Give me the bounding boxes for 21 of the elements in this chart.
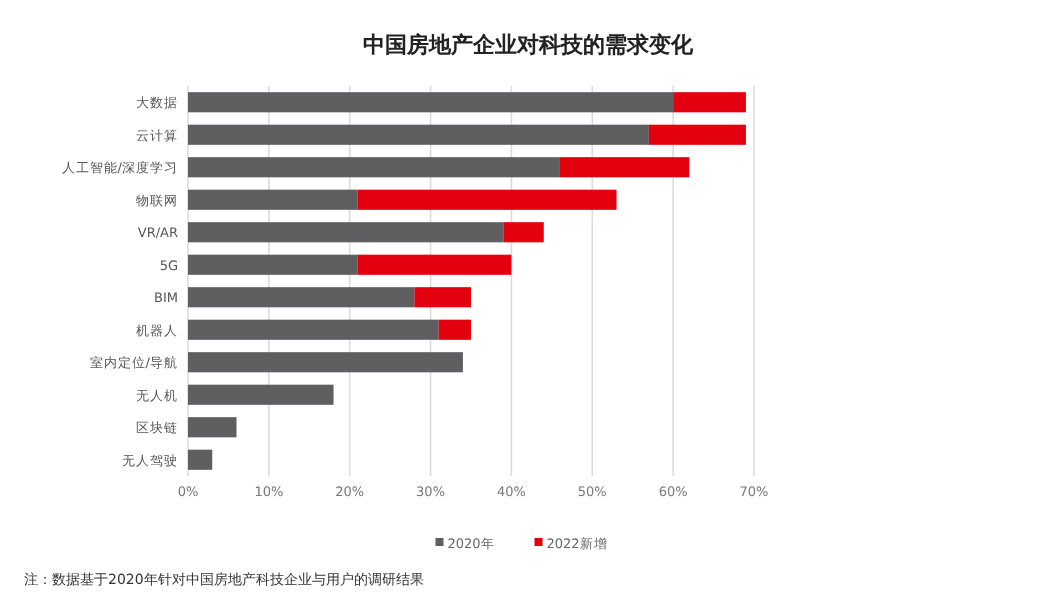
bar: [188, 254, 358, 275]
bar: [188, 189, 358, 210]
chart-title: 中国房地产企业对科技的需求变化: [363, 32, 695, 58]
bar: [188, 124, 649, 145]
bar: [673, 92, 746, 113]
bar: [188, 417, 237, 438]
bar: [357, 189, 617, 210]
bar: [188, 319, 439, 340]
bar: [503, 222, 544, 243]
bar: [188, 384, 334, 405]
bar: [648, 124, 746, 145]
bar: [188, 92, 674, 113]
bar: [559, 157, 690, 178]
bar: [438, 319, 471, 340]
bar: [188, 287, 415, 308]
bar: [188, 449, 213, 470]
bar: [414, 287, 471, 308]
bar: [188, 157, 560, 178]
bar: [188, 352, 463, 373]
bar: [188, 222, 504, 243]
bar: [357, 254, 512, 275]
